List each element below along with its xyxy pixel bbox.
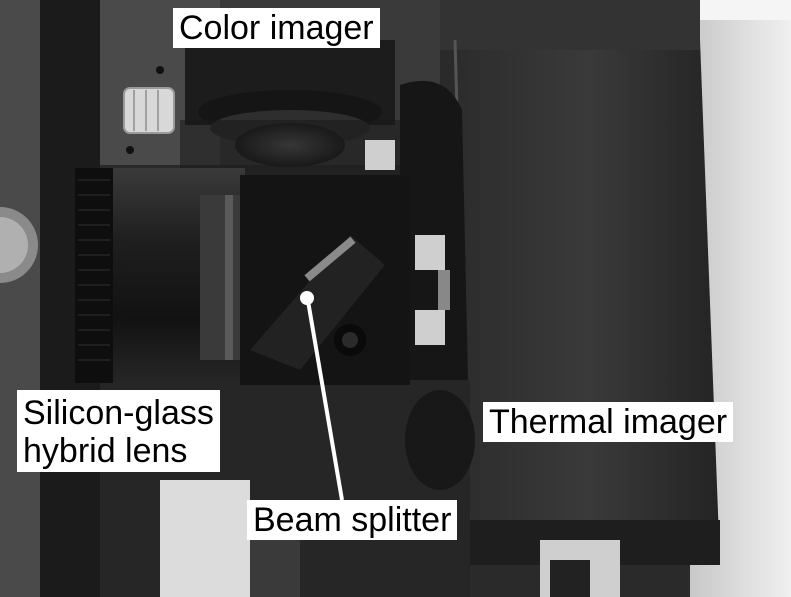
thermal-imager-label: Thermal imager — [483, 402, 734, 442]
color-imager-label-text: Color imager — [179, 9, 374, 47]
hybrid-lens-label-line2: hybrid lens — [23, 432, 188, 470]
beam-splitter-label-text: Beam splitter — [253, 501, 452, 539]
hybrid-lens-label-line1: Silicon-glass — [23, 394, 214, 432]
thumb-screw — [124, 88, 174, 133]
beam-splitter-pointer — [305, 294, 344, 501]
thermal-imager-housing — [455, 40, 720, 565]
connector-top — [415, 235, 445, 270]
connector-bottom — [415, 310, 445, 345]
beam-splitter-label: Beam splitter — [247, 500, 458, 540]
color-imager-label: Color imager — [173, 8, 380, 48]
thermal-imager-label-text: Thermal imager — [489, 403, 728, 441]
hybrid-lens-label: Silicon-glass hybrid lens — [17, 390, 220, 472]
pointer-dot — [300, 291, 314, 305]
